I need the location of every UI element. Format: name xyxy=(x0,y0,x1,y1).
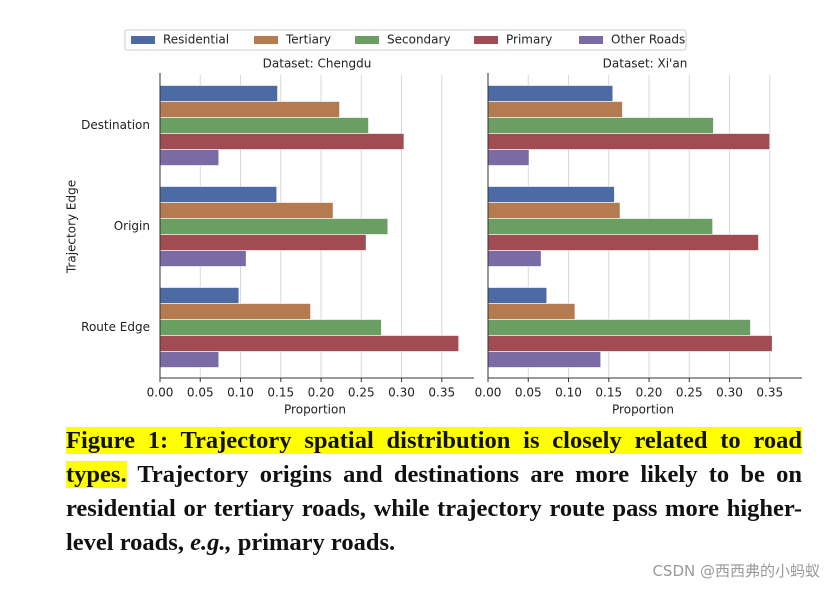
bar xyxy=(487,303,576,320)
bar xyxy=(487,133,771,150)
chart: Residential Tertiary Secondary Primary Other… xyxy=(65,29,802,417)
y-tick-label: Route Edge xyxy=(81,320,150,334)
x-tick-label: 0.25 xyxy=(676,386,703,400)
bar xyxy=(159,319,382,336)
x-tick-label: 0.25 xyxy=(348,386,375,400)
bar xyxy=(487,117,714,134)
bar xyxy=(487,319,751,336)
bar xyxy=(487,351,602,368)
x-tick-label: 0.10 xyxy=(555,386,582,400)
panel-title: Dataset: Chengdu xyxy=(263,57,372,71)
x-tick-label: 0.20 xyxy=(636,386,663,400)
legend-swatch xyxy=(254,36,278,44)
bar xyxy=(487,234,759,251)
bar xyxy=(159,218,389,235)
bar xyxy=(487,101,623,118)
legend-box xyxy=(124,29,687,51)
x-tick-label: 0.30 xyxy=(716,386,743,400)
x-tick-label: 0.15 xyxy=(595,386,622,400)
bar xyxy=(487,335,773,352)
bar xyxy=(487,250,542,267)
bar xyxy=(159,117,369,134)
bar xyxy=(159,303,311,320)
panel-title: Dataset: Xi'an xyxy=(603,57,688,71)
x-axis-label: Proportion xyxy=(612,403,674,417)
x-tick-label: 0.00 xyxy=(147,386,174,400)
bar xyxy=(159,101,340,118)
legend-label: Tertiary xyxy=(285,33,331,47)
watermark: CSDN @西西弗的小蚂蚁 xyxy=(652,562,820,580)
bar xyxy=(159,186,278,203)
bar xyxy=(159,287,240,304)
bar xyxy=(159,133,405,150)
legend-label: Other Roads xyxy=(611,33,685,47)
legend-label: Secondary xyxy=(387,33,451,47)
caption-text: Trajectory origins and destinations are … xyxy=(66,461,802,556)
x-tick-label: 0.35 xyxy=(756,386,783,400)
caption: Figure 1: Trajectory spatial distributio… xyxy=(66,424,802,560)
bar xyxy=(159,149,220,166)
legend-label: Primary xyxy=(506,33,552,47)
x-axis-label: Proportion xyxy=(284,403,346,417)
bar xyxy=(159,351,220,368)
bar xyxy=(159,234,367,251)
legend-label: Residential xyxy=(163,33,229,47)
bar xyxy=(487,186,615,203)
bar xyxy=(487,218,713,235)
legend-swatch xyxy=(131,36,155,44)
bar xyxy=(159,85,278,102)
y-axis-label: Trajectory Edge xyxy=(65,180,79,274)
bar xyxy=(487,287,548,304)
legend-swatch xyxy=(355,36,379,44)
bar xyxy=(159,250,247,267)
bar xyxy=(487,149,530,166)
legend-swatch xyxy=(474,36,498,44)
x-tick-label: 0.05 xyxy=(515,386,542,400)
y-tick-label: Origin xyxy=(114,219,150,233)
x-tick-label: 0.30 xyxy=(388,386,415,400)
legend-swatch xyxy=(579,36,603,44)
x-tick-label: 0.05 xyxy=(187,386,214,400)
caption-tail: primary roads. xyxy=(237,529,396,556)
bar xyxy=(159,202,334,219)
bar xyxy=(159,335,460,352)
bar xyxy=(487,202,621,219)
x-tick-label: 0.10 xyxy=(227,386,254,400)
x-tick-label: 0.35 xyxy=(428,386,455,400)
bar xyxy=(487,85,614,102)
x-tick-label: 0.20 xyxy=(308,386,335,400)
x-tick-label: 0.15 xyxy=(267,386,294,400)
x-tick-label: 0.00 xyxy=(475,386,502,400)
y-tick-label: Destination xyxy=(81,118,150,132)
caption-emphasis: e.g., xyxy=(190,529,232,556)
